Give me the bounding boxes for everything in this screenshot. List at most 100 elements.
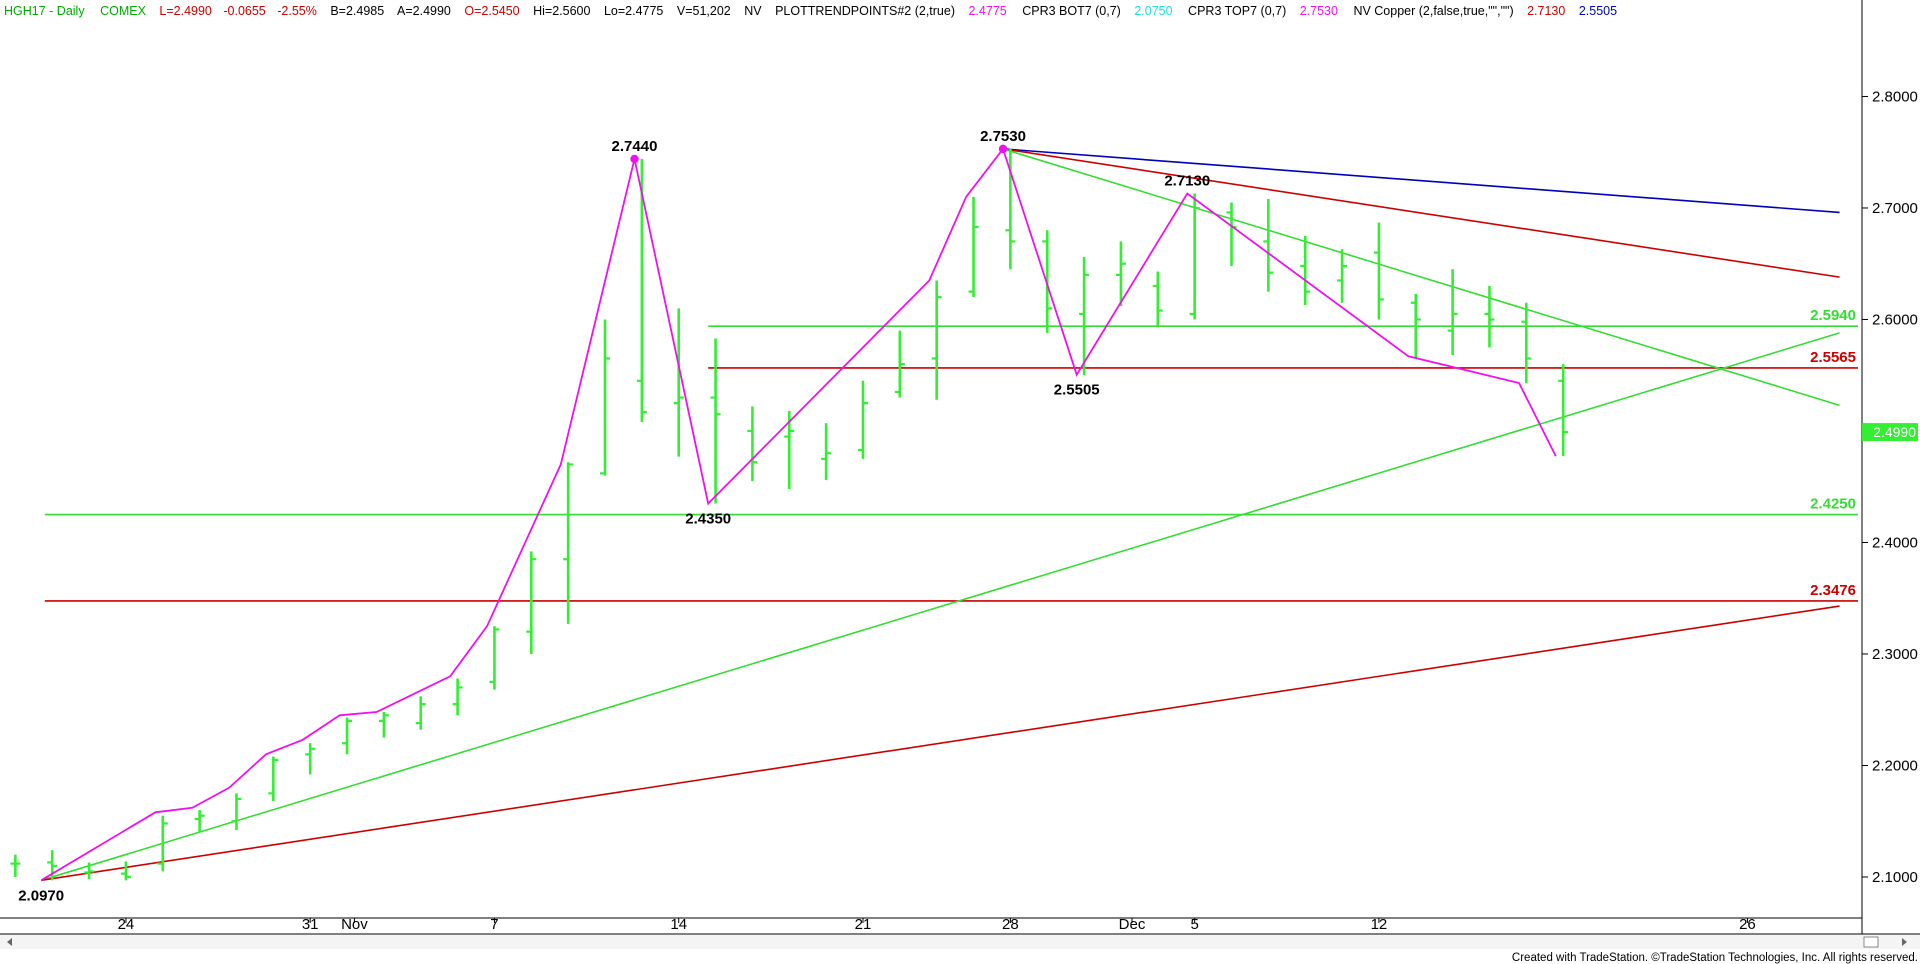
price-bar xyxy=(747,406,758,482)
price-bar xyxy=(1558,364,1569,457)
scroll-left-icon[interactable] xyxy=(7,938,12,946)
time-tick-label: 21 xyxy=(855,916,872,933)
price-bar xyxy=(1337,249,1348,303)
header-change-pct: -2.55% xyxy=(277,4,317,18)
price-bar xyxy=(563,462,574,624)
price-bar xyxy=(1373,222,1384,320)
swing-line xyxy=(40,146,1557,882)
scrollbar-track[interactable] xyxy=(0,935,1920,949)
price-tick-label: 2.3000 xyxy=(1872,646,1918,663)
level-label-2.5565: 2.5565 xyxy=(1810,349,1856,366)
scroll-thumb[interactable] xyxy=(1863,936,1879,948)
level-label-2.4250: 2.4250 xyxy=(1810,496,1856,513)
price-tick-label: 2.4000 xyxy=(1872,534,1918,551)
swing-point-label-2.7130: 2.7130 xyxy=(1164,172,1210,189)
header-low: Lo=2.4775 xyxy=(604,4,663,18)
chart-header: HGH17 - Daily COMEX L=2.4990 -0.0655 -2.… xyxy=(4,4,1617,18)
price-bar xyxy=(194,810,205,833)
swing-marker-2.7530 xyxy=(998,144,1008,154)
price-bar xyxy=(1300,235,1311,305)
trend-line-red-1 xyxy=(1002,148,1840,278)
price-bar xyxy=(710,338,721,504)
price-bar xyxy=(1521,302,1532,384)
horizontal-levels: 2.5940 2.5565 2.4250 2.3476 xyxy=(44,307,1858,602)
time-axis: 24 31 Nov 7 14 21 28 Dec 5 12 26 xyxy=(118,916,1756,933)
horizontal-scrollbar[interactable] xyxy=(0,935,1920,949)
price-bar xyxy=(1263,199,1274,292)
header-study1-value: 2.4775 xyxy=(968,4,1006,18)
header-open: O=2.5450 xyxy=(464,4,519,18)
time-tick-label: 26 xyxy=(1739,916,1756,933)
time-tick-label: Dec xyxy=(1119,916,1146,933)
last-price-tag-label: 2.4990 xyxy=(1873,424,1916,440)
header-study3-name: CPR3 TOP7 (0,7) xyxy=(1188,4,1286,18)
scroll-right-icon[interactable] xyxy=(1902,938,1907,946)
price-bar xyxy=(636,158,647,423)
price-bar xyxy=(784,410,795,489)
header-volume: V=51,202 xyxy=(677,4,731,18)
price-bar xyxy=(489,626,500,690)
header-bid: B=2.4985 xyxy=(330,4,384,18)
price-bar xyxy=(452,678,463,716)
header-ask: A=2.4990 xyxy=(397,4,451,18)
header-nv: NV xyxy=(744,4,762,18)
price-bar xyxy=(1410,293,1421,359)
time-tick-label: 7 xyxy=(490,916,498,933)
header-study4-name: NV Copper (2,false,true,"","") xyxy=(1353,4,1513,18)
time-tick-label: 24 xyxy=(118,916,135,933)
price-tick-label: 2.1000 xyxy=(1872,869,1918,886)
trend-line-red-4 xyxy=(41,605,1840,882)
time-tick-label: 14 xyxy=(670,916,687,933)
price-bar xyxy=(600,319,611,476)
time-tick-label: Nov xyxy=(341,916,368,933)
header-exchange: COMEX xyxy=(100,4,147,18)
price-bar xyxy=(821,423,832,481)
swing-point-label-2.5505: 2.5505 xyxy=(1054,382,1100,399)
price-bar xyxy=(231,793,242,831)
price-bar xyxy=(342,717,353,755)
price-bar xyxy=(305,743,316,775)
price-bar xyxy=(894,330,905,398)
last-price-tag: 2.4990 xyxy=(1862,423,1918,442)
price-bar xyxy=(1115,241,1126,307)
price-bar xyxy=(931,280,942,400)
time-tick-label: 5 xyxy=(1190,916,1198,933)
price-tick-label: 2.7000 xyxy=(1872,200,1918,217)
price-bar xyxy=(120,861,131,881)
header-study3-value: 2.7530 xyxy=(1300,4,1338,18)
swing-point-label-2.7530: 2.7530 xyxy=(980,128,1026,145)
price-bar xyxy=(268,756,279,802)
header-symbol: HGH17 - Daily xyxy=(4,4,85,18)
swing-polyline xyxy=(40,146,1557,882)
level-label-2.5940: 2.5940 xyxy=(1810,307,1856,324)
time-tick-label: 31 xyxy=(302,916,319,933)
header-study2-value: 2.0750 xyxy=(1134,4,1172,18)
swing-point-label-2.0970: 2.0970 xyxy=(18,887,64,904)
last-price-tag-background xyxy=(1862,423,1918,442)
level-label-2.3476: 2.3476 xyxy=(1810,582,1856,599)
price-bar xyxy=(968,196,979,298)
price-bar xyxy=(415,696,426,730)
swing-point-label-2.4350: 2.4350 xyxy=(685,510,731,527)
price-bar xyxy=(857,380,868,459)
price-bar xyxy=(84,862,95,880)
price-bar xyxy=(526,551,537,654)
time-tick-label: 28 xyxy=(1002,916,1019,933)
header-last: L=2.4990 xyxy=(159,4,212,18)
price-bar xyxy=(1189,193,1200,320)
price-bar xyxy=(673,308,684,457)
price-tick-label: 2.6000 xyxy=(1872,311,1918,328)
header-study4-value2: 2.5505 xyxy=(1579,4,1617,18)
price-bar xyxy=(378,711,389,738)
time-tick-label: 12 xyxy=(1371,916,1388,933)
swing-point-label-2.7440: 2.7440 xyxy=(612,138,658,155)
price-bar xyxy=(47,850,58,881)
copyright-footer: Created with TradeStation. ©TradeStation… xyxy=(1512,952,1918,964)
trend-line-green-2 xyxy=(1002,148,1840,407)
swing-marker-2.7440 xyxy=(630,154,639,164)
header-study4-value1: 2.7130 xyxy=(1527,4,1565,18)
header-study1-name: PLOTTRENDPOINTS#2 (2,true) xyxy=(775,4,955,18)
price-bar xyxy=(1079,257,1090,376)
